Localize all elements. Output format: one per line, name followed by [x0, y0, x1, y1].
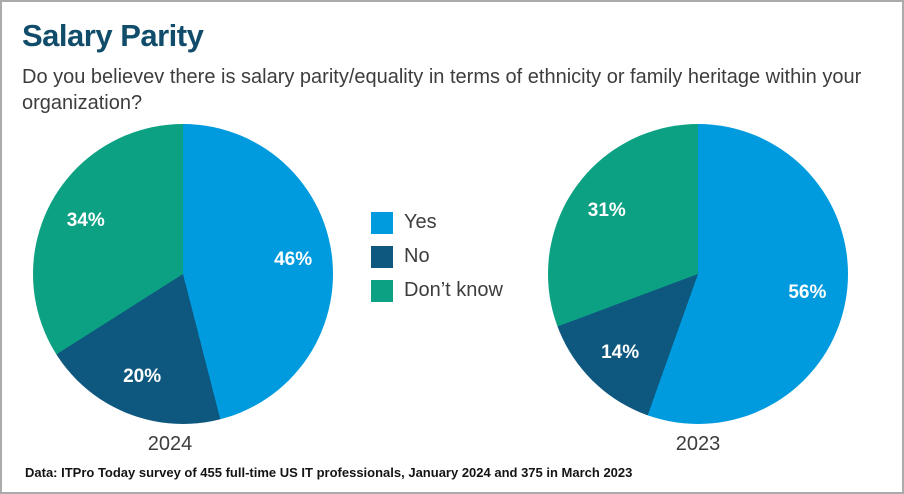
pie-slice-label: 34% — [66, 209, 105, 231]
legend-item: No — [371, 245, 503, 268]
data-source-note: Data: ITPro Today survey of 455 full-tim… — [25, 465, 633, 480]
legend-swatch — [371, 279, 393, 302]
pie-year-label-2024: 2024 — [147, 433, 193, 455]
pie-chart-2023: 56% 14% 31% — [548, 124, 848, 424]
legend-swatch — [371, 245, 393, 268]
pie-slice-label: 31% — [587, 199, 626, 221]
chart-subtitle: Do you believev there is salary parity/e… — [22, 66, 862, 114]
legend-label: No — [404, 245, 430, 267]
pie-chart-2024: 46% 20% 34% — [33, 124, 333, 424]
legend-item: Don’t know — [371, 279, 503, 302]
legend-swatch — [371, 211, 393, 234]
pie-year-label-2023: 2023 — [675, 433, 721, 455]
pie-slice-label: 46% — [274, 249, 313, 271]
legend-label: Yes — [404, 211, 437, 233]
pie-slice-label: 14% — [601, 342, 640, 364]
legend: Yes No Don’t know — [371, 211, 503, 313]
pie-slice-label: 56% — [788, 281, 827, 303]
pie-slice-label: 20% — [123, 366, 162, 388]
chart-title: Salary Parity — [22, 18, 204, 53]
legend-label: Don’t know — [404, 279, 503, 301]
legend-item: Yes — [371, 211, 503, 234]
